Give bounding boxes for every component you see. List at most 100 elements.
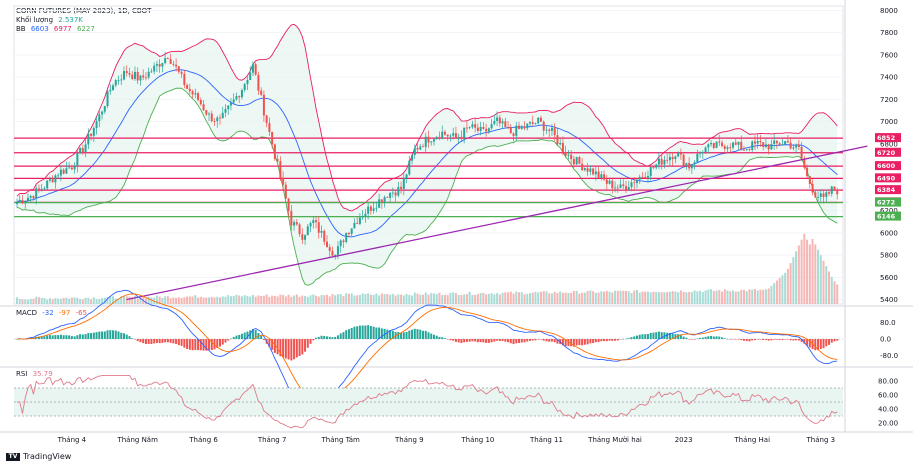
- volume-bar: [191, 296, 194, 304]
- macd-histogram-bar: [476, 339, 479, 343]
- candle-body: [380, 199, 383, 203]
- volume-bar: [614, 290, 617, 304]
- candle-body: [262, 94, 265, 116]
- candle-body: [361, 216, 364, 218]
- volume-bar: [54, 298, 57, 304]
- macd-histogram-bar: [438, 336, 441, 339]
- macd-histogram-bar: [485, 339, 488, 343]
- volume-bar: [753, 288, 756, 304]
- volume-bar: [117, 298, 120, 304]
- macd-histogram-bar: [715, 336, 718, 339]
- volume-bar: [188, 296, 191, 304]
- macd-histogram-bar: [509, 339, 512, 344]
- volume-bar: [158, 296, 161, 304]
- macd-histogram-bar: [394, 331, 397, 339]
- tradingview-logo[interactable]: TV TradingView: [6, 452, 71, 461]
- macd-histogram-bar: [136, 339, 139, 342]
- macd-histogram-bar: [611, 339, 614, 341]
- volume-bar: [147, 296, 150, 304]
- volume-bar: [133, 295, 136, 304]
- macd-histogram-bar: [468, 339, 471, 342]
- candle-body: [369, 206, 372, 211]
- macd-histogram-bar: [474, 339, 477, 342]
- bb-legend: BB 6603 6977 6227: [16, 25, 95, 33]
- macd-histogram-bar: [443, 338, 446, 339]
- candle-body: [202, 104, 205, 111]
- volume-bar: [87, 297, 90, 304]
- candle-body: [597, 171, 600, 179]
- macd-histogram-bar: [153, 339, 156, 344]
- volume-bar: [103, 297, 106, 304]
- candle-body: [48, 179, 51, 181]
- candle-body: [441, 131, 444, 139]
- macd-histogram-bar: [287, 339, 290, 360]
- macd-histogram-bar: [778, 339, 781, 340]
- volume-bar: [24, 299, 27, 304]
- volume-bar: [605, 290, 608, 304]
- volume-bar: [699, 290, 702, 304]
- macd-histogram-bar: [487, 339, 490, 343]
- candle-body: [474, 124, 477, 128]
- volume-bar: [578, 293, 581, 304]
- candle-body: [575, 157, 578, 165]
- volume-bar: [682, 291, 685, 304]
- candle-body: [161, 63, 164, 67]
- candle-body: [614, 187, 617, 189]
- volume-bar: [468, 291, 471, 304]
- macd-histogram-bar: [603, 339, 606, 342]
- volume-bar: [600, 291, 603, 304]
- candle-body: [696, 153, 699, 163]
- candle-body: [205, 110, 208, 115]
- macd-histogram-bar: [627, 338, 630, 339]
- macd-histogram-bar: [696, 338, 699, 340]
- volume-bar: [402, 295, 405, 304]
- volume-bar: [59, 298, 62, 304]
- macd-tick-label: 0.0: [880, 336, 891, 344]
- candle-body: [216, 117, 219, 122]
- volume-bar: [238, 295, 241, 304]
- macd-histogram-bar: [402, 332, 405, 339]
- candle-body: [336, 246, 339, 255]
- volume-bar: [312, 294, 315, 304]
- volume-bar: [808, 244, 811, 304]
- candle-body: [306, 226, 309, 236]
- candle-body: [690, 164, 693, 169]
- candle-body: [191, 91, 194, 95]
- candle-body: [644, 176, 647, 179]
- candle-body: [646, 176, 649, 179]
- macd-histogram-bar: [172, 339, 175, 344]
- volume-bar: [383, 294, 386, 304]
- candle-body: [501, 121, 504, 124]
- volume-bar: [742, 289, 745, 304]
- candle-body: [693, 162, 696, 165]
- macd-histogram-bar: [298, 339, 301, 357]
- volume-bar: [320, 295, 323, 304]
- candle-body: [490, 124, 493, 129]
- volume-bar: [803, 233, 806, 304]
- volume-bar: [216, 296, 219, 304]
- volume-bar: [84, 297, 87, 304]
- candle-body: [84, 144, 87, 153]
- macd-histogram-bar: [347, 329, 350, 339]
- volume-bar: [81, 299, 84, 304]
- macd-histogram-bar: [630, 337, 633, 339]
- volume-bar: [781, 275, 784, 304]
- macd-histogram-bar: [81, 334, 84, 339]
- volume-bar: [635, 289, 638, 304]
- macd-histogram-bar: [830, 339, 833, 343]
- volume-bar: [485, 294, 488, 304]
- time-axis-label: Tháng Năm: [116, 436, 158, 444]
- volume-bar: [249, 296, 252, 304]
- volume-bar: [295, 294, 298, 304]
- candle-body: [564, 152, 567, 156]
- macd-histogram-bar: [649, 332, 652, 339]
- macd-histogram-bar: [773, 339, 776, 340]
- volume-bar: [688, 291, 691, 304]
- volume-bar: [325, 294, 328, 304]
- macd-histogram-bar: [622, 338, 625, 340]
- macd-histogram-bar: [389, 330, 392, 339]
- volume-bar: [526, 293, 529, 304]
- volume-bar: [611, 292, 614, 304]
- macd-histogram-bar: [128, 336, 131, 339]
